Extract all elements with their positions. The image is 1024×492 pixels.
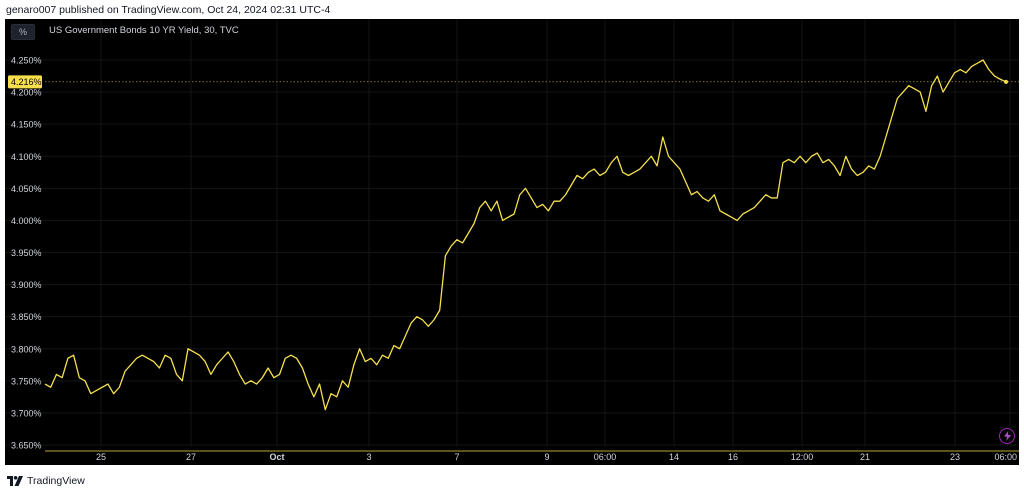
last-price-tag-bg bbox=[8, 75, 42, 89]
x-tick-label: 3 bbox=[366, 452, 371, 462]
x-tick-label: 06:00 bbox=[994, 452, 1017, 462]
y-tick-label: 4.050% bbox=[11, 184, 42, 194]
yield-line-chart[interactable]: 3.650% 3.700% 3.750% 3.800% 3.850% 3.900% 3.95… bbox=[5, 19, 1019, 465]
lightning-button[interactable] bbox=[999, 428, 1015, 444]
y-tick-label: 4.000% bbox=[11, 216, 42, 226]
y-tick-label: 3.750% bbox=[11, 376, 42, 386]
footer-brand[interactable]: TradingView bbox=[27, 475, 85, 487]
x-tick-label: Oct bbox=[269, 452, 284, 462]
unit-toggle-button[interactable]: % bbox=[11, 24, 35, 40]
x-tick-label: 9 bbox=[544, 452, 549, 462]
x-tick-label: 06:00 bbox=[594, 452, 617, 462]
yield-series-line bbox=[44, 59, 1007, 411]
last-point-dot bbox=[1004, 79, 1008, 84]
y-tick-label: 3.800% bbox=[11, 344, 42, 354]
x-tick-label: 23 bbox=[950, 452, 960, 462]
x-tick-label: 21 bbox=[860, 452, 870, 462]
x-tick-label: 7 bbox=[454, 452, 459, 462]
y-tick-label: 3.950% bbox=[11, 248, 42, 258]
y-tick-label: 3.900% bbox=[11, 280, 42, 290]
x-tick-label: 25 bbox=[96, 452, 106, 462]
y-tick-label: 4.100% bbox=[11, 152, 42, 162]
publish-caption: genaro007 published on TradingView.com, … bbox=[6, 4, 331, 16]
y-tick-label: 4.200% bbox=[11, 88, 42, 98]
x-tick-label: 14 bbox=[669, 452, 679, 462]
footer: TradingView bbox=[7, 474, 85, 488]
chart-panel[interactable]: 3.650% 3.700% 3.750% 3.800% 3.850% 3.900% 3.95… bbox=[5, 19, 1019, 465]
y-tick-label: 4.150% bbox=[11, 120, 42, 130]
lightning-icon bbox=[1003, 431, 1011, 441]
chart-title: US Government Bonds 10 YR Yield, 30, TVC bbox=[49, 25, 239, 36]
y-tick-label: 4.250% bbox=[11, 56, 42, 66]
x-tick-label: 12:00 bbox=[791, 452, 814, 462]
y-tick-label: 3.850% bbox=[11, 312, 42, 322]
last-price-tag: 4.216% bbox=[8, 75, 42, 89]
tradingview-logo-icon[interactable] bbox=[7, 476, 23, 486]
y-tick-label: 3.650% bbox=[11, 441, 42, 451]
x-tick-label: 16 bbox=[728, 452, 738, 462]
y-tick-label: 3.700% bbox=[11, 408, 42, 418]
x-tick-label: 27 bbox=[186, 452, 196, 462]
last-price-label: 4.216% bbox=[11, 77, 42, 87]
